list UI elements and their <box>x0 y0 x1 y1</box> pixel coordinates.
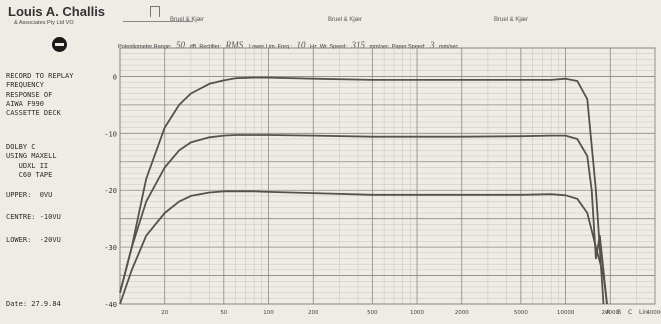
x-tick-label: 100 <box>263 310 274 316</box>
x-tick-label: 50 <box>220 310 227 316</box>
y-axis-labels: 0 -10 -20 -30 -40 <box>104 73 117 309</box>
range-unit: dB <box>189 44 197 50</box>
x-tick-label: 20 <box>161 310 168 316</box>
paper-label: Paper Speed: <box>391 44 426 50</box>
lower-trace <box>119 190 608 305</box>
x-axis-labels: 20 50 100 200 500 1000 2000 5000 10000 20000 40000 <box>161 310 661 316</box>
y-tick-label: 0 <box>113 73 117 81</box>
centre-trace-legend: CENTRE: -10VU <box>6 213 61 221</box>
paper-value: 3 <box>429 40 435 50</box>
weighting-labels: A B C Lin. <box>606 309 650 316</box>
x-tick-label: 200 <box>308 310 319 316</box>
weighting-label: A <box>606 309 611 316</box>
lower-trace-legend: LOWER: -20VU <box>6 236 61 244</box>
y-tick-label: -20 <box>104 187 117 195</box>
company-subtitle: & Associates Pty Ltd VO <box>14 20 74 26</box>
weighting-label: Lin. <box>639 309 650 316</box>
lim-label: Lower Lim. Freq.: <box>249 44 292 50</box>
response-curves <box>119 76 608 305</box>
paper-unit: mm/sec <box>439 44 459 50</box>
bk-label-1: Bruel & Kjær <box>170 17 205 23</box>
bruel-kjaer-icon <box>150 6 160 17</box>
x-tick-label: 10000 <box>557 310 575 316</box>
chart-grid <box>119 47 656 305</box>
x-tick-label: 5000 <box>514 310 528 316</box>
bk-label-3: Bruel & Kjær <box>494 17 529 23</box>
wr-unit: mm/sec <box>369 44 389 50</box>
weighting-label: C <box>628 309 632 316</box>
header-rule <box>123 21 193 22</box>
y-tick-label: -40 <box>104 301 117 309</box>
upper-trace-legend: UPPER: 0VU <box>6 191 53 199</box>
range-label: Potentiometer Range: <box>118 44 172 50</box>
y-tick-label: -30 <box>104 244 117 252</box>
rectifier-label: Rectifier: <box>199 44 222 50</box>
x-tick-label: 2000 <box>455 310 469 316</box>
bk-label-2: Bruel & Kjær <box>328 17 363 23</box>
centre-trace <box>119 134 608 305</box>
x-tick-label: 40000 <box>646 310 661 316</box>
lim-value: 10 <box>296 40 306 50</box>
weighting-label: B <box>617 309 621 316</box>
lim-unit: Hz <box>310 44 317 50</box>
chart-description: RECORD TO REPLAY FREQUENCY RESPONSE OF A… <box>6 72 74 118</box>
recorder-parameters: Potentiometer Range: 50 dB Rectifier: RM… <box>118 40 458 50</box>
wr-value: 315 <box>351 40 365 50</box>
plot-frame <box>119 47 656 305</box>
wr-label: Wr. Speed: <box>319 44 347 50</box>
range-value: 50 <box>176 40 186 50</box>
company-name: Louis A. Challis <box>8 4 106 19</box>
y-tick-label: -10 <box>104 130 117 138</box>
rectifier-value: RMS <box>225 40 244 50</box>
company-logo-icon <box>52 37 67 52</box>
x-tick-label: 500 <box>367 310 378 316</box>
upper-trace <box>119 76 605 305</box>
test-conditions: DOLBY C USING MAXELL UDXL II C60 TAPE <box>6 143 57 179</box>
x-tick-label: 20000 <box>602 310 620 316</box>
x-tick-label: 1000 <box>410 310 424 316</box>
chart-date: Date: 27.9.84 <box>6 300 61 308</box>
